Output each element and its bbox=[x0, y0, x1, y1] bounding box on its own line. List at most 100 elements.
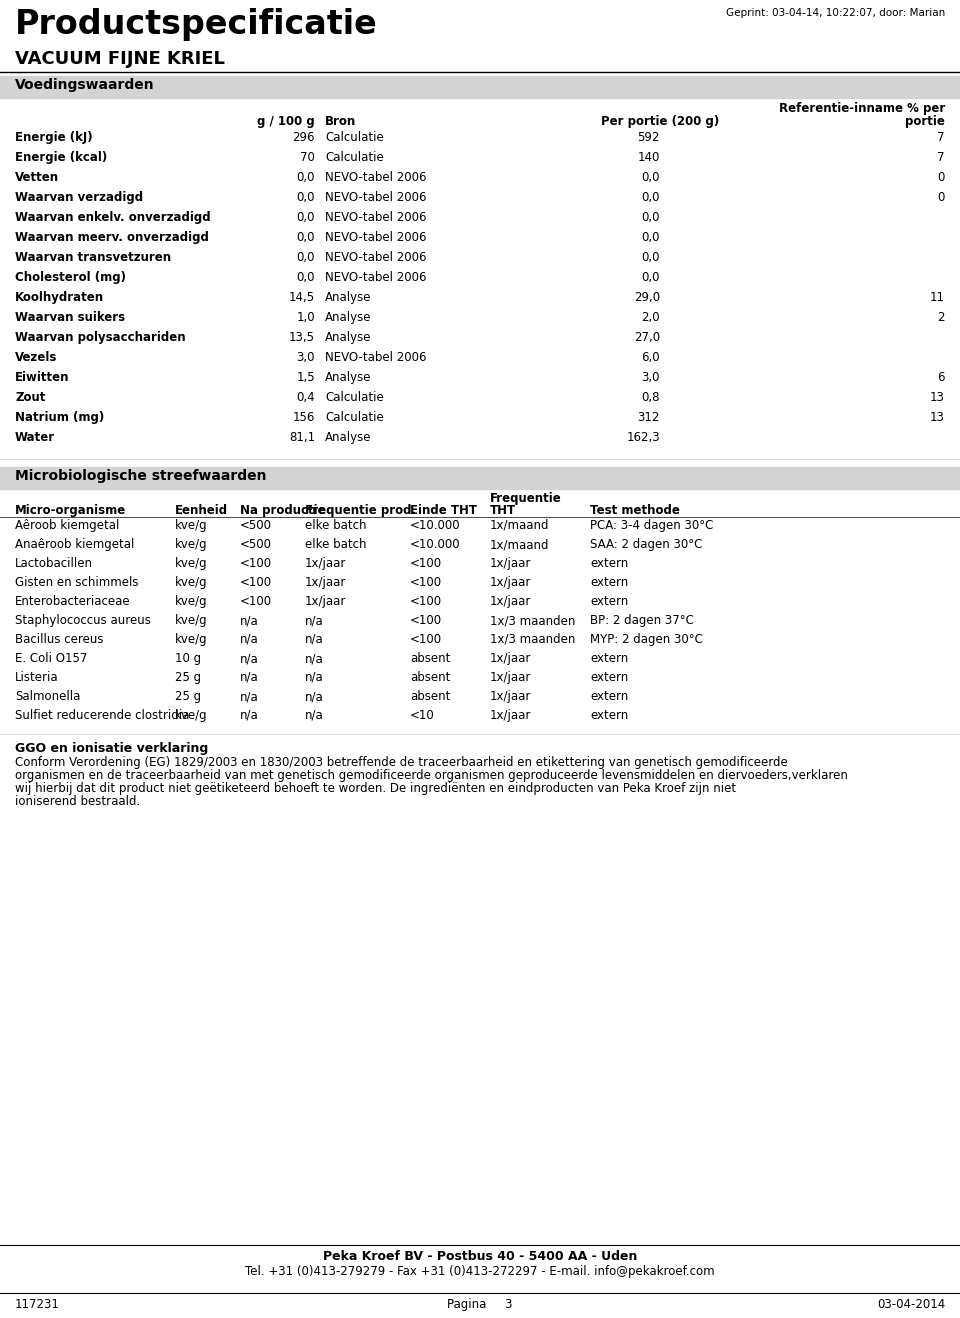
Text: Sulfiet reducerende clostridia: Sulfiet reducerende clostridia bbox=[15, 709, 189, 722]
Text: Vezels: Vezels bbox=[15, 351, 58, 364]
Text: g / 100 g: g / 100 g bbox=[257, 115, 315, 128]
Text: NEVO-tabel 2006: NEVO-tabel 2006 bbox=[325, 351, 426, 364]
Text: 7: 7 bbox=[938, 152, 945, 163]
Text: Peka Kroef BV - Postbus 40 - 5400 AA - Uden: Peka Kroef BV - Postbus 40 - 5400 AA - U… bbox=[323, 1249, 637, 1263]
Text: Analyse: Analyse bbox=[325, 311, 372, 324]
Text: extern: extern bbox=[590, 594, 628, 608]
Text: 0: 0 bbox=[938, 171, 945, 185]
Text: 7: 7 bbox=[938, 130, 945, 144]
Text: <10.000: <10.000 bbox=[410, 519, 461, 532]
Text: <10.000: <10.000 bbox=[410, 538, 461, 551]
Text: extern: extern bbox=[590, 558, 628, 569]
Text: 13: 13 bbox=[930, 391, 945, 405]
Text: n/a: n/a bbox=[240, 691, 259, 702]
Text: <100: <100 bbox=[410, 576, 443, 589]
Text: n/a: n/a bbox=[305, 614, 324, 627]
Text: 1x/jaar: 1x/jaar bbox=[490, 576, 532, 589]
Text: 0,0: 0,0 bbox=[641, 211, 660, 224]
Text: 6: 6 bbox=[938, 370, 945, 384]
Text: Waarvan meerv. onverzadigd: Waarvan meerv. onverzadigd bbox=[15, 231, 209, 244]
Text: n/a: n/a bbox=[305, 652, 324, 666]
Text: PCA: 3-4 dagen 30°C: PCA: 3-4 dagen 30°C bbox=[590, 519, 713, 532]
Text: elke batch: elke batch bbox=[305, 538, 367, 551]
Text: Productspecificatie: Productspecificatie bbox=[15, 8, 377, 41]
Text: Referentie-inname % per: Referentie-inname % per bbox=[779, 101, 945, 115]
Text: 10 g: 10 g bbox=[175, 652, 202, 666]
Text: Bacillus cereus: Bacillus cereus bbox=[15, 633, 104, 646]
Text: 0,0: 0,0 bbox=[297, 272, 315, 283]
Text: portie: portie bbox=[905, 115, 945, 128]
Text: n/a: n/a bbox=[240, 633, 259, 646]
Text: Geprint: 03-04-14, 10:22:07, door: Marian: Geprint: 03-04-14, 10:22:07, door: Maria… bbox=[726, 8, 945, 18]
Text: SAA: 2 dagen 30°C: SAA: 2 dagen 30°C bbox=[590, 538, 703, 551]
Text: Salmonella: Salmonella bbox=[15, 691, 81, 702]
Bar bbox=[0, 467, 960, 489]
Text: kve/g: kve/g bbox=[175, 633, 207, 646]
Text: n/a: n/a bbox=[305, 691, 324, 702]
Text: extern: extern bbox=[590, 652, 628, 666]
Text: Test methode: Test methode bbox=[590, 503, 680, 517]
Text: extern: extern bbox=[590, 691, 628, 702]
Text: 1x/jaar: 1x/jaar bbox=[305, 594, 347, 608]
Text: 2: 2 bbox=[938, 311, 945, 324]
Text: <500: <500 bbox=[240, 538, 272, 551]
Text: Frequentie prod.: Frequentie prod. bbox=[305, 503, 416, 517]
Text: 25 g: 25 g bbox=[175, 671, 202, 684]
Text: absent: absent bbox=[410, 652, 450, 666]
Text: Frequentie: Frequentie bbox=[490, 492, 562, 505]
Text: 0: 0 bbox=[938, 191, 945, 204]
Text: n/a: n/a bbox=[305, 709, 324, 722]
Text: Water: Water bbox=[15, 431, 55, 444]
Text: 70: 70 bbox=[300, 152, 315, 163]
Text: Energie (kcal): Energie (kcal) bbox=[15, 152, 108, 163]
Text: MYP: 2 dagen 30°C: MYP: 2 dagen 30°C bbox=[590, 633, 703, 646]
Text: 14,5: 14,5 bbox=[289, 291, 315, 304]
Text: 6,0: 6,0 bbox=[641, 351, 660, 364]
Text: Tel. +31 (0)413-279279 - Fax +31 (0)413-272297 - E-mail. info@pekakroef.com: Tel. +31 (0)413-279279 - Fax +31 (0)413-… bbox=[245, 1265, 715, 1278]
Text: 1x/jaar: 1x/jaar bbox=[305, 558, 347, 569]
Text: 2,0: 2,0 bbox=[641, 311, 660, 324]
Text: elke batch: elke batch bbox=[305, 519, 367, 532]
Text: 140: 140 bbox=[637, 152, 660, 163]
Text: kve/g: kve/g bbox=[175, 538, 207, 551]
Text: ioniserend bestraald.: ioniserend bestraald. bbox=[15, 795, 140, 808]
Text: 11: 11 bbox=[930, 291, 945, 304]
Text: <100: <100 bbox=[410, 558, 443, 569]
Text: NEVO-tabel 2006: NEVO-tabel 2006 bbox=[325, 211, 426, 224]
Text: 0,0: 0,0 bbox=[641, 191, 660, 204]
Text: Per portie (200 g): Per portie (200 g) bbox=[601, 115, 719, 128]
Text: n/a: n/a bbox=[240, 652, 259, 666]
Text: 296: 296 bbox=[293, 130, 315, 144]
Text: 1x/jaar: 1x/jaar bbox=[490, 709, 532, 722]
Text: Microbiologische streefwaarden: Microbiologische streefwaarden bbox=[15, 469, 267, 482]
Text: kve/g: kve/g bbox=[175, 614, 207, 627]
Text: Waarvan polysacchariden: Waarvan polysacchariden bbox=[15, 331, 185, 344]
Text: 81,1: 81,1 bbox=[289, 431, 315, 444]
Text: 0,8: 0,8 bbox=[641, 391, 660, 405]
Text: 1x/jaar: 1x/jaar bbox=[305, 576, 347, 589]
Text: E. Coli O157: E. Coli O157 bbox=[15, 652, 87, 666]
Text: kve/g: kve/g bbox=[175, 519, 207, 532]
Text: 25 g: 25 g bbox=[175, 691, 202, 702]
Text: kve/g: kve/g bbox=[175, 709, 207, 722]
Text: Bron: Bron bbox=[325, 115, 356, 128]
Text: 0,0: 0,0 bbox=[641, 250, 660, 264]
Text: n/a: n/a bbox=[305, 671, 324, 684]
Text: Energie (kJ): Energie (kJ) bbox=[15, 130, 92, 144]
Text: absent: absent bbox=[410, 671, 450, 684]
Text: 0,0: 0,0 bbox=[297, 211, 315, 224]
Text: 162,3: 162,3 bbox=[626, 431, 660, 444]
Text: 1x/maand: 1x/maand bbox=[490, 538, 549, 551]
Text: 0,0: 0,0 bbox=[297, 171, 315, 185]
Text: 1,0: 1,0 bbox=[297, 311, 315, 324]
Text: 0,0: 0,0 bbox=[297, 231, 315, 244]
Text: 27,0: 27,0 bbox=[634, 331, 660, 344]
Text: Analyse: Analyse bbox=[325, 370, 372, 384]
Text: 0,0: 0,0 bbox=[641, 231, 660, 244]
Text: kve/g: kve/g bbox=[175, 558, 207, 569]
Text: Lactobacillen: Lactobacillen bbox=[15, 558, 93, 569]
Text: 13,5: 13,5 bbox=[289, 331, 315, 344]
Text: n/a: n/a bbox=[240, 614, 259, 627]
Text: wij hierbij dat dit product niet geëtiketeerd behoeft te worden. De ingrediënten: wij hierbij dat dit product niet geëtike… bbox=[15, 782, 736, 795]
Text: <100: <100 bbox=[410, 633, 443, 646]
